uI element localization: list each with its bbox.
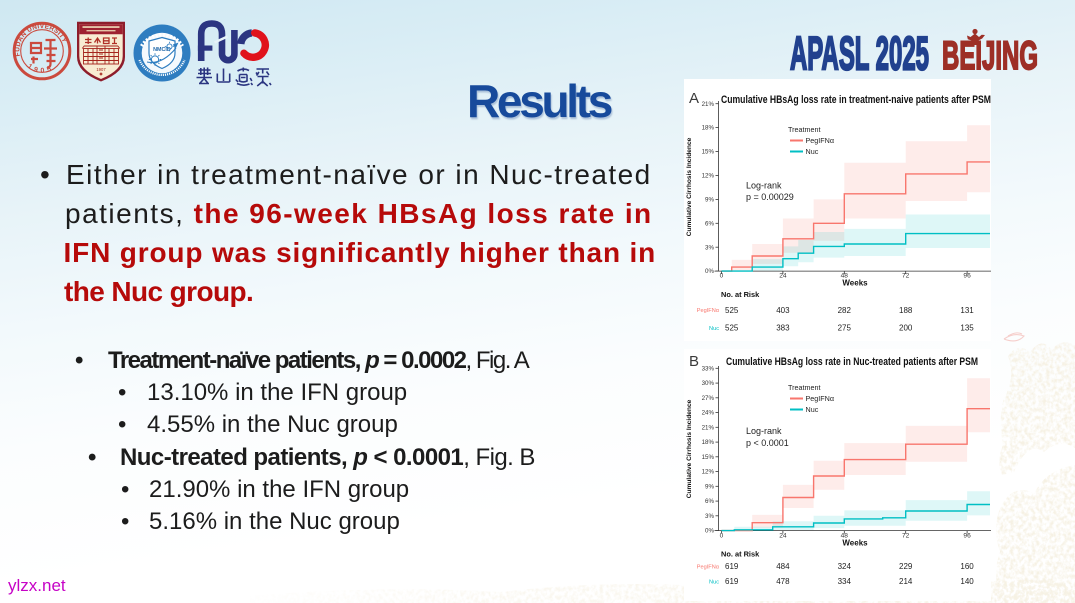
svg-text:282: 282	[838, 306, 852, 315]
svg-text:NMCID: NMCID	[153, 47, 171, 53]
svg-text:No. at Risk: No. at Risk	[721, 290, 760, 299]
svg-text:27%: 27%	[702, 395, 715, 402]
svg-text:33%: 33%	[702, 365, 715, 372]
svg-text:160: 160	[960, 562, 974, 571]
svg-text:Treatment: Treatment	[788, 383, 821, 392]
svg-text:Cumulative Cirrhosis Incidence: Cumulative Cirrhosis Incidence	[686, 399, 693, 498]
svg-text:PegIFNα: PegIFNα	[697, 564, 720, 570]
svg-text:478: 478	[776, 577, 790, 586]
svg-text:1905: 1905	[26, 63, 55, 75]
svg-text:APASL 2025: APASL 2025	[790, 27, 929, 80]
svg-text:9%: 9%	[705, 197, 714, 204]
svg-text:Log-rank: Log-rank	[746, 426, 782, 436]
svg-text:131: 131	[960, 306, 974, 315]
svg-text:15%: 15%	[702, 454, 715, 461]
svg-text:214: 214	[899, 577, 913, 586]
svg-text:18%: 18%	[702, 439, 715, 446]
svg-text:334: 334	[838, 577, 852, 586]
svg-text:200: 200	[899, 324, 913, 333]
svg-text:6%: 6%	[705, 220, 714, 227]
svg-text:12%: 12%	[702, 469, 715, 476]
svg-text:484: 484	[776, 562, 790, 571]
svg-text:30%: 30%	[702, 380, 715, 387]
svg-text:0: 0	[720, 533, 724, 540]
svg-text:Nuc: Nuc	[806, 405, 819, 414]
svg-text:A: A	[689, 90, 699, 107]
svg-text:PegIFNα: PegIFNα	[806, 394, 835, 403]
svg-text:403: 403	[776, 306, 790, 315]
svg-text:525: 525	[725, 324, 739, 333]
svg-text:140: 140	[960, 577, 974, 586]
svg-text:15%: 15%	[702, 149, 715, 156]
svg-text:525: 525	[725, 306, 739, 315]
svg-text:275: 275	[838, 324, 852, 333]
svg-text:p = 0.00029: p = 0.00029	[746, 192, 794, 202]
svg-text:24%: 24%	[702, 410, 715, 417]
svg-text:3%: 3%	[705, 513, 714, 520]
svg-text:229: 229	[899, 562, 913, 571]
svg-text:21%: 21%	[702, 424, 715, 431]
svg-text:12%: 12%	[702, 173, 715, 180]
svg-text:0: 0	[720, 273, 724, 280]
svg-text:6%: 6%	[705, 498, 714, 505]
svg-text:No. at Risk: No. at Risk	[721, 550, 760, 559]
svg-text:PegIFNα: PegIFNα	[806, 136, 835, 145]
svg-text:Cumulative HBsAg loss rate in: Cumulative HBsAg loss rate in Nuc-treate…	[726, 356, 978, 368]
svg-text:324: 324	[838, 562, 852, 571]
svg-text:PegIFNα: PegIFNα	[697, 308, 720, 314]
svg-text:1907: 1907	[96, 67, 106, 72]
svg-text:619: 619	[725, 577, 739, 586]
svg-text:48: 48	[841, 533, 849, 540]
svg-text:21%: 21%	[702, 101, 715, 108]
svg-text:0%: 0%	[705, 528, 714, 535]
svg-text:Treatment: Treatment	[788, 125, 821, 134]
svg-text:24: 24	[779, 533, 787, 540]
svg-text:0%: 0%	[705, 268, 714, 275]
svg-text:96: 96	[963, 273, 971, 280]
svg-text:135: 135	[960, 324, 974, 333]
svg-text:BEIJING: BEIJING	[942, 34, 1038, 78]
svg-text:Nuc: Nuc	[709, 579, 719, 585]
svg-text:9%: 9%	[705, 483, 714, 490]
svg-text:619: 619	[725, 562, 739, 571]
svg-text:Weeks: Weeks	[842, 279, 868, 288]
svg-text:188: 188	[899, 306, 913, 315]
svg-text:383: 383	[776, 324, 790, 333]
svg-text:72: 72	[902, 533, 910, 540]
svg-text:3%: 3%	[705, 244, 714, 251]
svg-text:96: 96	[963, 533, 971, 540]
svg-text:p < 0.0001: p < 0.0001	[746, 438, 789, 448]
svg-text:Weeks: Weeks	[842, 539, 868, 548]
svg-text:18%: 18%	[702, 125, 715, 132]
svg-text:B: B	[689, 353, 699, 370]
svg-text:Nuc: Nuc	[806, 147, 819, 156]
svg-text:Log-rank: Log-rank	[746, 181, 782, 191]
svg-text:72: 72	[902, 273, 910, 280]
svg-text:Nuc: Nuc	[709, 326, 719, 332]
svg-text:24: 24	[779, 273, 787, 280]
svg-text:48: 48	[841, 273, 849, 280]
svg-text:Cumulative Cirrhosis Incidence: Cumulative Cirrhosis Incidence	[686, 137, 693, 236]
svg-text:Cumulative HBsAg loss rate in: Cumulative HBsAg loss rate in treatment-…	[721, 94, 991, 106]
